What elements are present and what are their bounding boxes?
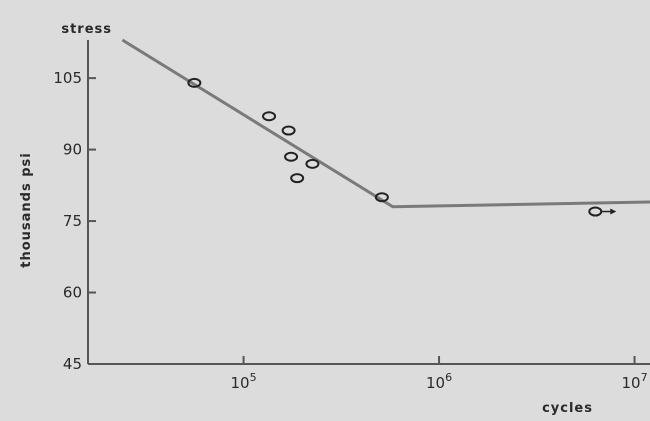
x-tick-label-1: 106 [426, 371, 452, 392]
data-point-7 [588, 206, 603, 217]
data-point-3 [284, 151, 299, 162]
y-axis-top-label: stress [61, 22, 112, 37]
fit-line [121, 38, 650, 209]
data-point-6 [374, 192, 389, 203]
y-tick-label-3: 60 [63, 284, 82, 302]
data-point-0 [187, 77, 202, 88]
y-tick-label-0: 105 [53, 69, 82, 87]
data-point-2 [281, 125, 296, 136]
x-axis-label: cycles [542, 401, 593, 416]
y-tick-label-1: 90 [63, 141, 82, 159]
data-point-4 [290, 173, 305, 184]
y-tick-label-4: 45 [63, 355, 82, 373]
x-tick-label-2: 107 [621, 371, 647, 392]
data-point-1 [262, 111, 277, 122]
x-ticks: 105 106 107 [231, 356, 648, 392]
data-points [187, 77, 617, 217]
y-ticks: 105 90 75 60 45 [53, 69, 96, 373]
x-tick-label-0: 105 [231, 371, 257, 392]
y-tick-label-2: 75 [63, 212, 82, 230]
runout-arrow-head [610, 208, 617, 215]
data-point-5 [305, 158, 320, 169]
y-axis-label: thousands psi [19, 152, 34, 268]
